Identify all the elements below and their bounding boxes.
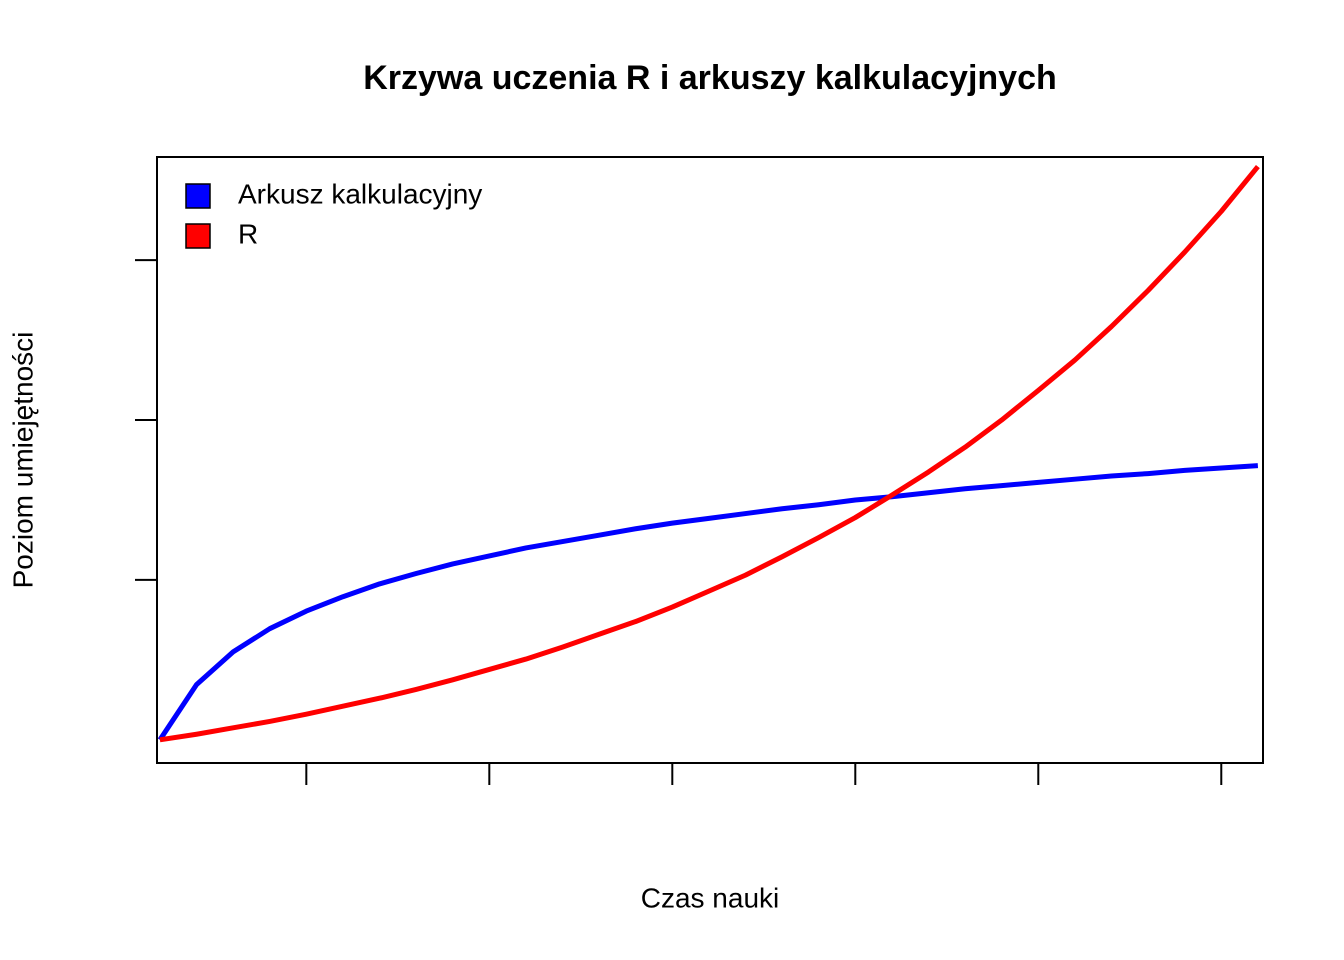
chart-title: Krzywa uczenia R i arkuszy kalkulacyjnyc… — [363, 59, 1057, 97]
y-axis-label: Poziom umiejętności — [7, 332, 38, 589]
legend-swatch — [185, 183, 211, 209]
legend-label: R — [238, 218, 258, 249]
x-axis-label: Czas nauki — [641, 882, 780, 913]
plot-frame — [156, 156, 1264, 764]
series-line — [159, 165, 1260, 743]
series-line — [157, 463, 1259, 742]
legend-label: Arkusz kalkulacyjny — [238, 178, 482, 209]
plot-area — [157, 165, 1260, 743]
legend-swatch — [185, 223, 211, 249]
